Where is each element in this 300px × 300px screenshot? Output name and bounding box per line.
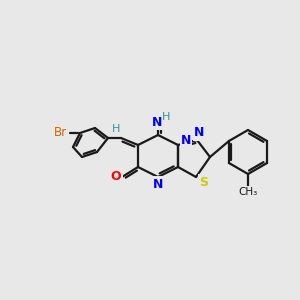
Text: H: H — [162, 112, 170, 122]
Text: N: N — [152, 116, 162, 128]
Text: N: N — [181, 134, 191, 146]
Text: H: H — [112, 124, 120, 134]
Text: S: S — [200, 176, 208, 188]
Text: Br: Br — [53, 127, 67, 140]
Text: N: N — [153, 178, 163, 190]
Text: CH₃: CH₃ — [238, 187, 258, 197]
Text: O: O — [111, 170, 121, 184]
Text: N: N — [194, 127, 204, 140]
